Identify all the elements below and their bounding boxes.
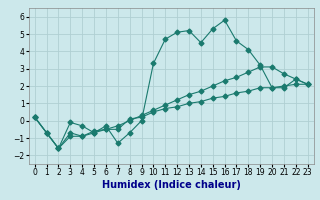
X-axis label: Humidex (Indice chaleur): Humidex (Indice chaleur) [102,180,241,190]
